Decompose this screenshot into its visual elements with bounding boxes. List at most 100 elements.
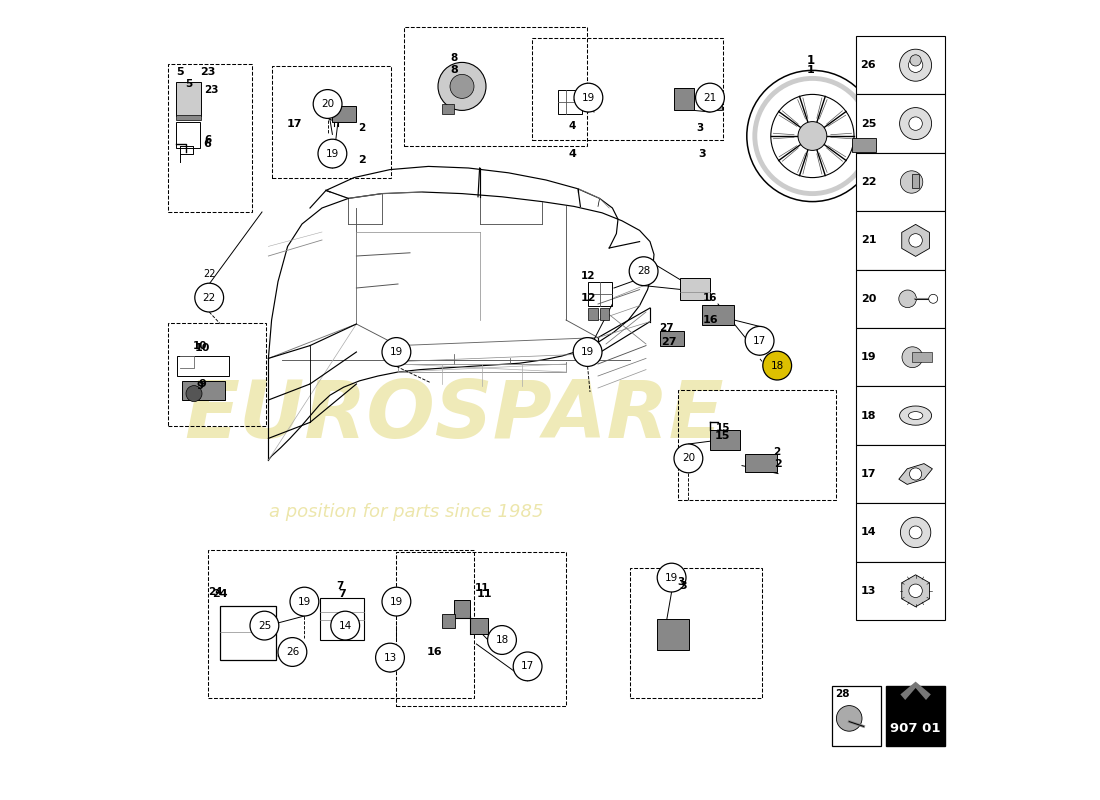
Circle shape bbox=[928, 294, 937, 303]
Text: 2: 2 bbox=[359, 155, 366, 165]
Bar bbox=[856, 562, 945, 620]
Polygon shape bbox=[899, 464, 933, 485]
Polygon shape bbox=[902, 224, 930, 256]
Bar bbox=[630, 568, 762, 698]
Bar bbox=[856, 36, 945, 94]
Circle shape bbox=[900, 108, 932, 139]
Bar bbox=[856, 94, 945, 153]
Text: 3: 3 bbox=[679, 581, 686, 590]
Bar bbox=[177, 356, 229, 376]
Circle shape bbox=[573, 338, 602, 366]
Text: EUROSPARE: EUROSPARE bbox=[184, 377, 724, 455]
Bar bbox=[588, 282, 613, 306]
Circle shape bbox=[909, 584, 922, 598]
Text: 4: 4 bbox=[569, 149, 576, 158]
Circle shape bbox=[487, 626, 516, 654]
Circle shape bbox=[901, 170, 923, 194]
Circle shape bbox=[382, 587, 410, 616]
Text: 26: 26 bbox=[286, 647, 299, 657]
Text: a position for parts since 1985: a position for parts since 1985 bbox=[268, 503, 543, 521]
Circle shape bbox=[290, 587, 319, 616]
Circle shape bbox=[278, 638, 307, 666]
Text: 2: 2 bbox=[359, 123, 365, 133]
Bar bbox=[558, 90, 582, 114]
Text: 9: 9 bbox=[198, 379, 206, 389]
Bar bbox=[442, 614, 454, 628]
Bar bbox=[470, 618, 487, 634]
Text: 2: 2 bbox=[773, 447, 781, 457]
Bar bbox=[405, 27, 586, 146]
Text: 5: 5 bbox=[185, 79, 192, 89]
Text: 19: 19 bbox=[389, 347, 403, 357]
Bar bbox=[886, 686, 945, 746]
Circle shape bbox=[186, 386, 202, 402]
Text: 16: 16 bbox=[702, 315, 718, 325]
Text: 13: 13 bbox=[860, 586, 876, 596]
Text: 6: 6 bbox=[205, 135, 211, 145]
Circle shape bbox=[900, 49, 932, 82]
Circle shape bbox=[438, 62, 486, 110]
Bar bbox=[176, 122, 199, 148]
Bar bbox=[678, 390, 836, 500]
Text: 19: 19 bbox=[298, 597, 311, 606]
Bar bbox=[856, 211, 945, 270]
Text: 19: 19 bbox=[666, 573, 679, 582]
Bar bbox=[832, 686, 881, 746]
Circle shape bbox=[910, 526, 922, 539]
Bar bbox=[220, 606, 276, 660]
Bar bbox=[706, 92, 722, 110]
Text: 18: 18 bbox=[771, 361, 784, 370]
Text: 8: 8 bbox=[450, 53, 458, 62]
Circle shape bbox=[695, 83, 725, 112]
Bar bbox=[332, 106, 356, 122]
Bar bbox=[168, 64, 252, 212]
Text: 25: 25 bbox=[860, 118, 876, 129]
Bar bbox=[710, 430, 740, 450]
Circle shape bbox=[375, 643, 405, 672]
Circle shape bbox=[762, 351, 792, 380]
Text: 16: 16 bbox=[426, 647, 442, 657]
Text: 7: 7 bbox=[337, 581, 344, 590]
Circle shape bbox=[382, 338, 410, 366]
Text: 17: 17 bbox=[286, 119, 301, 129]
Bar bbox=[657, 619, 690, 650]
Text: 27: 27 bbox=[661, 338, 676, 347]
Text: 28: 28 bbox=[637, 266, 650, 276]
Text: 907 01: 907 01 bbox=[890, 722, 940, 734]
Text: 15: 15 bbox=[715, 431, 730, 441]
Text: 3: 3 bbox=[696, 123, 704, 133]
Circle shape bbox=[574, 83, 603, 112]
Text: 21: 21 bbox=[703, 93, 716, 102]
Circle shape bbox=[909, 234, 922, 247]
Bar bbox=[674, 88, 694, 110]
Text: 18: 18 bbox=[495, 635, 508, 645]
Text: 12: 12 bbox=[581, 293, 596, 302]
Bar bbox=[600, 308, 609, 320]
Circle shape bbox=[331, 611, 360, 640]
Text: 10: 10 bbox=[192, 341, 207, 350]
Ellipse shape bbox=[900, 406, 932, 426]
Text: 6: 6 bbox=[204, 139, 211, 149]
Circle shape bbox=[909, 58, 923, 73]
Text: 22: 22 bbox=[202, 269, 216, 278]
Text: 27: 27 bbox=[659, 323, 673, 333]
Bar bbox=[660, 331, 684, 346]
Circle shape bbox=[836, 706, 862, 731]
Text: 14: 14 bbox=[339, 621, 352, 630]
Bar bbox=[856, 445, 945, 503]
Text: 15: 15 bbox=[715, 423, 730, 433]
Text: 28: 28 bbox=[835, 689, 849, 698]
Text: 17: 17 bbox=[860, 469, 876, 479]
Circle shape bbox=[657, 563, 686, 592]
Bar bbox=[745, 454, 778, 472]
Text: 19: 19 bbox=[582, 93, 595, 102]
Text: 9: 9 bbox=[196, 381, 204, 390]
Circle shape bbox=[514, 652, 542, 681]
Bar bbox=[396, 552, 566, 706]
Circle shape bbox=[798, 122, 827, 150]
Circle shape bbox=[902, 347, 923, 367]
Circle shape bbox=[899, 290, 916, 308]
Bar bbox=[182, 381, 225, 400]
Text: 24: 24 bbox=[212, 589, 228, 598]
Bar bbox=[532, 38, 723, 140]
